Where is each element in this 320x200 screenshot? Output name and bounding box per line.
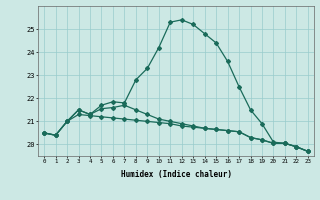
X-axis label: Humidex (Indice chaleur): Humidex (Indice chaleur) <box>121 170 231 179</box>
